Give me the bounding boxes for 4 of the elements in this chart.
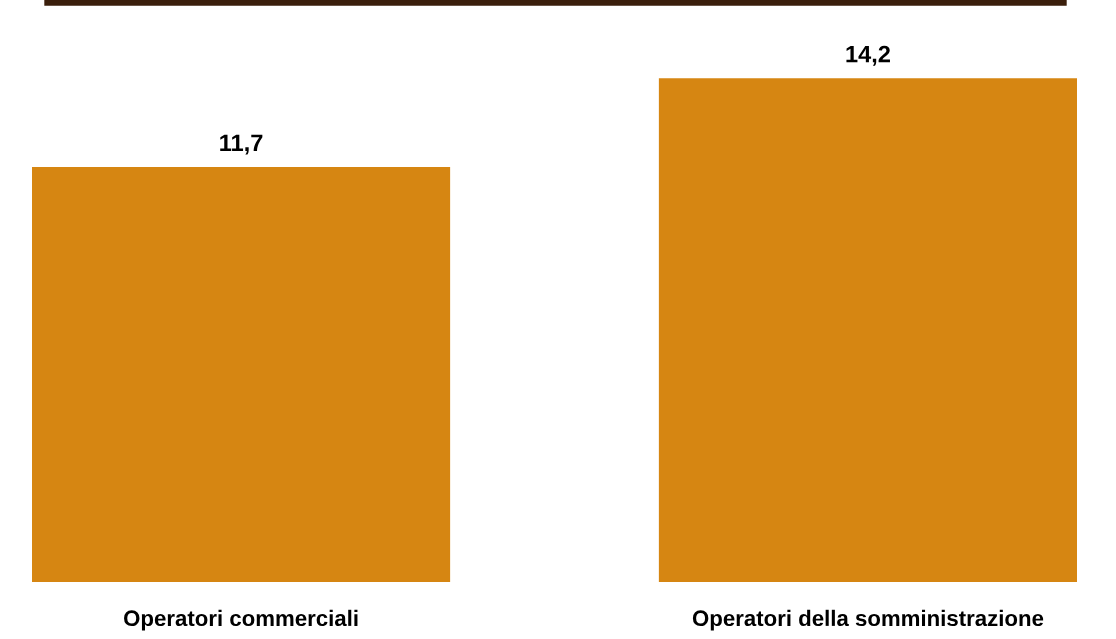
x-tick-label: Operatori della somministrazione	[692, 609, 1044, 631]
data-label: 11,7	[220, 134, 263, 155]
data-label: 14,2	[846, 45, 890, 66]
x-tick-label: Operatori commerciali	[124, 609, 358, 631]
